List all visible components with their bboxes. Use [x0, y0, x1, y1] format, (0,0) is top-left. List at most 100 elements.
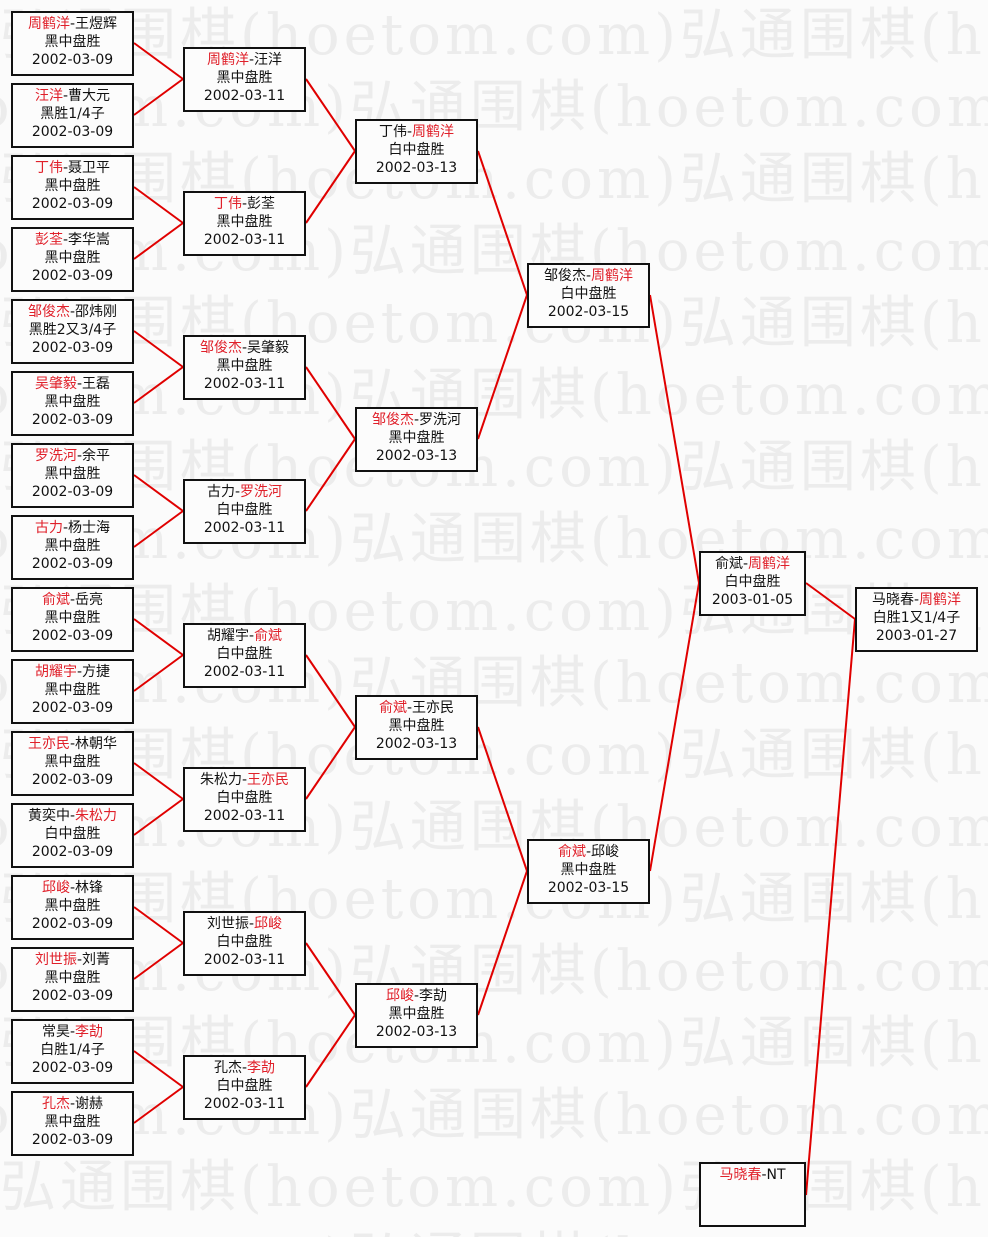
- match-date: 2002-03-11: [203, 520, 286, 536]
- match-box[interactable]: 刘世振-邱峻 白中盘胜 2002-03-11: [183, 911, 306, 976]
- winner-name: 汪洋: [34, 88, 63, 104]
- connector-line: [305, 150, 356, 224]
- connector-line: [133, 186, 184, 224]
- match-players: 古力-罗洗河: [185, 483, 304, 501]
- player-name: 余平: [82, 448, 111, 464]
- match-box[interactable]: 俞斌-周鹤洋 白中盘胜 2003-01-05: [699, 551, 806, 616]
- winner-name: 邹俊杰: [371, 412, 414, 428]
- match-box[interactable]: 常昊-李劼 白胜1/4子 2002-03-09: [11, 1019, 134, 1084]
- match-players: 周鹤洋-汪洋: [185, 51, 304, 69]
- player-name: 孔杰: [213, 1060, 242, 1076]
- separator: -: [62, 88, 69, 104]
- connector-line: [133, 510, 184, 548]
- connector-line: [477, 726, 528, 872]
- match-date: 2002-03-09: [31, 340, 114, 356]
- match-box[interactable]: 胡耀宇-俞斌 白中盘胜 2002-03-11: [183, 623, 306, 688]
- match-players: 俞斌-王亦民: [357, 699, 476, 717]
- match-box[interactable]: 朱松力-王亦民 白中盘胜 2002-03-11: [183, 767, 306, 832]
- player-name: 林锋: [75, 880, 104, 896]
- match-box[interactable]: 汪洋-曹大元 黑胜1/4子 2002-03-09: [11, 83, 134, 148]
- match-box[interactable]: 黄奕中-朱松力 白中盘胜 2002-03-09: [11, 803, 134, 868]
- player-name: 王磊: [82, 376, 111, 392]
- match-box[interactable]: 邹俊杰-吴肇毅 黑中盘胜 2002-03-11: [183, 335, 306, 400]
- match-date: 2002-03-09: [31, 844, 114, 860]
- match-players: 彭荃-李华嵩: [13, 231, 132, 249]
- connector-line: [649, 294, 700, 584]
- connector-line: [477, 150, 528, 296]
- match-box[interactable]: 俞斌-邱峻 黑中盘胜 2002-03-15: [527, 839, 650, 904]
- match-result: 黑中盘胜: [44, 466, 101, 482]
- player-name: 杨士海: [68, 520, 111, 536]
- player-name: 汪洋: [254, 52, 283, 68]
- player-name: 俞斌: [714, 556, 743, 572]
- match-date: 2002-03-09: [31, 484, 114, 500]
- match-box[interactable]: 胡耀宇-方捷 黑中盘胜 2002-03-09: [11, 659, 134, 724]
- match-box[interactable]: 王亦民-林朝华 黑中盘胜 2002-03-09: [11, 731, 134, 796]
- match-box[interactable]: 邹俊杰-周鹤洋 白中盘胜 2002-03-15: [527, 263, 650, 328]
- player-name: 李华嵩: [68, 232, 111, 248]
- connector-line: [305, 726, 356, 800]
- match-date: 2002-03-13: [375, 1024, 458, 1040]
- match-date: 2002-03-15: [547, 880, 630, 896]
- match-result: 黑中盘胜: [44, 682, 101, 698]
- separator: -: [742, 556, 749, 572]
- match-result: 黑胜1/4子: [40, 106, 105, 122]
- match-box[interactable]: 俞斌-岳亮 黑中盘胜 2002-03-09: [11, 587, 134, 652]
- match-result: 黑中盘胜: [44, 754, 101, 770]
- winner-name: 刘世振: [34, 952, 77, 968]
- match-box[interactable]: 罗洗河-余平 黑中盘胜 2002-03-09: [11, 443, 134, 508]
- connector-line: [133, 942, 184, 980]
- match-box[interactable]: 俞斌-王亦民 黑中盘胜 2002-03-13: [355, 695, 478, 760]
- match-players: 俞斌-周鹤洋: [701, 555, 804, 573]
- match-box[interactable]: 丁伟-彭荃 黑中盘胜 2002-03-11: [183, 191, 306, 256]
- connector-line: [805, 618, 856, 1196]
- match-box[interactable]: 刘世振-刘菁 黑中盘胜 2002-03-09: [11, 947, 134, 1012]
- match-box[interactable]: 马晓春-周鹤洋 白胜1又1/4子 2003-01-27: [855, 587, 978, 652]
- separator: -: [406, 700, 413, 716]
- match-box[interactable]: 孔杰-李劼 白中盘胜 2002-03-11: [183, 1055, 306, 1120]
- match-date: 2002-03-15: [547, 304, 630, 320]
- match-box[interactable]: 邹俊杰-邵炜刚 黑胜2又3/4子 2002-03-09: [11, 299, 134, 364]
- match-players: 邱峻-林锋: [13, 879, 132, 897]
- player-name: 王亦民: [412, 700, 455, 716]
- match-box[interactable]: 彭荃-李华嵩 黑中盘胜 2002-03-09: [11, 227, 134, 292]
- match-date: 2002-03-09: [31, 196, 114, 212]
- match-result: 黑中盘胜: [44, 970, 101, 986]
- match-box[interactable]: 邱峻-林锋 黑中盘胜 2002-03-09: [11, 875, 134, 940]
- match-result: 黑中盘胜: [44, 394, 101, 410]
- winner-name: 邹俊杰: [199, 340, 242, 356]
- separator: -: [248, 52, 255, 68]
- match-box[interactable]: 周鹤洋-王煜辉 黑中盘胜 2002-03-09: [11, 11, 134, 76]
- match-result: 白中盘胜: [560, 286, 617, 302]
- separator: -: [69, 304, 76, 320]
- match-result: 黑中盘胜: [388, 1006, 445, 1022]
- player-name: NT: [766, 1167, 786, 1183]
- match-box[interactable]: 孔杰-谢赫 黑中盘胜 2002-03-09: [11, 1091, 134, 1156]
- separator: -: [241, 1060, 248, 1076]
- winner-name: 邱峻: [385, 988, 414, 1004]
- match-date: 2002-03-09: [31, 124, 114, 140]
- player-name: 古力: [206, 484, 235, 500]
- connector-line: [133, 1086, 184, 1124]
- match-date: 2002-03-09: [31, 988, 114, 1004]
- match-box[interactable]: 吴肇毅-王磊 黑中盘胜 2002-03-09: [11, 371, 134, 436]
- match-box[interactable]: 邱峻-李劼 黑中盘胜 2002-03-13: [355, 983, 478, 1048]
- separator: -: [62, 520, 69, 536]
- connector-line: [305, 942, 356, 1016]
- match-box[interactable]: 周鹤洋-汪洋 黑中盘胜 2002-03-11: [183, 47, 306, 112]
- match-box[interactable]: 古力-罗洗河 白中盘胜 2002-03-11: [183, 479, 306, 544]
- match-box[interactable]: 丁伟-聂卫平 黑中盘胜 2002-03-09: [11, 155, 134, 220]
- match-box[interactable]: 邹俊杰-罗洗河 黑中盘胜 2002-03-13: [355, 407, 478, 472]
- match-box[interactable]: 马晓春-NT: [699, 1162, 806, 1227]
- connector-line: [133, 78, 184, 116]
- separator: -: [761, 1167, 767, 1183]
- winner-name: 俞斌: [557, 844, 586, 860]
- match-result: 白中盘胜: [724, 574, 781, 590]
- match-box[interactable]: 古力-杨士海 黑中盘胜 2002-03-09: [11, 515, 134, 580]
- player-name: 邱峻: [591, 844, 620, 860]
- separator: -: [585, 844, 592, 860]
- winner-name: 孔杰: [41, 1096, 70, 1112]
- winner-name: 王亦民: [247, 772, 290, 788]
- match-box[interactable]: 丁伟-周鹤洋 白中盘胜 2002-03-13: [355, 119, 478, 184]
- separator: -: [69, 16, 76, 32]
